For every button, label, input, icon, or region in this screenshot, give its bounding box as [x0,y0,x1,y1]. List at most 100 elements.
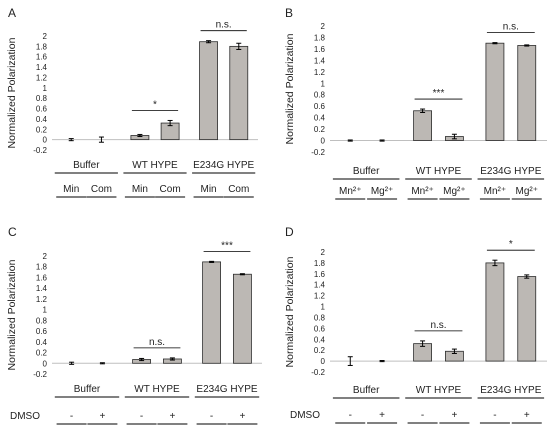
panel-A: A Normalized Polarization -0.20 0.20.40.6 0.… [6,6,258,197]
y-tick-label: 1.4 [36,63,48,72]
y-tick-label: 1.4 [314,281,326,290]
sub-label: Mn²⁺ [484,186,507,197]
y-tick-label: 1.4 [314,56,326,65]
y-tick-label: 1.2 [314,68,326,77]
y-tick-label: 0.4 [314,114,326,123]
sub-label: + [451,410,457,421]
y-tick-label: 1.2 [36,73,48,82]
y-tick-label: 1.6 [36,53,48,62]
group-label: WT HYPE [416,385,462,396]
group-label: Buffer [73,160,100,171]
panel-letter: C [8,225,17,239]
y-tick-label: 0 [321,137,326,146]
y-tick-label: 1.4 [36,284,48,293]
y-tick-label: 1.6 [314,270,326,279]
group-label: WT HYPE [416,166,462,177]
sub-label: Min [63,184,79,195]
group-label: E234G HYPE [480,385,541,396]
y-tick-label: 1.2 [314,292,326,301]
y-tick-label: 0.8 [314,313,326,322]
sub-label: + [524,410,530,421]
y-tick-label: 1.8 [36,42,48,51]
y-tick-label: 0 [321,357,326,366]
bar [518,277,536,362]
bar [414,111,432,141]
x-prefix-label: DMSO [10,411,40,422]
panel-D: D Normalized Polarization -0.2 0 0.2 0.4 0.6 0.… [284,225,547,423]
y-tick-label: -0.2 [33,370,47,379]
significance-label: *** [433,88,445,99]
y-tick-label: 0 [43,359,48,368]
bar [200,42,218,140]
y-tick-label: 2 [43,252,48,261]
sub-label: - [493,410,496,421]
group-label: E234G HYPE [193,160,254,171]
y-tick-label: 0.2 [36,349,48,358]
panel-letter: B [285,6,293,20]
group-label: Buffer [353,166,380,177]
y-tick-label: 1 [43,306,48,315]
bar [518,45,536,140]
sub-label: - [70,411,73,422]
group-label: Buffer [74,384,101,395]
y-tick-label: -0.2 [311,368,325,377]
y-axis-label: Normalized Polarization [6,37,18,148]
sub-label: Com [160,184,181,195]
y-tick-label: 1 [43,84,48,93]
y-tick-label: 0.2 [36,125,48,134]
significance-label: n.s. [216,20,232,31]
y-axis-label: Normalized Polarization [284,33,296,144]
significance-label: * [153,99,157,110]
panel-B: B Normalized Polarization -0.2 0 0.2 0.4 0.6 0.… [284,6,547,199]
y-tick-label: 1 [321,79,326,88]
significance-label: * [509,239,513,250]
y-tick-label: 0.2 [314,125,326,134]
bar [233,274,251,363]
sub-label: Min [132,184,148,195]
y-tick-label: 0.6 [36,327,48,336]
bar [203,262,221,363]
y-axis-label: Normalized Polarization [284,256,296,367]
y-tick-label: 1 [321,303,326,312]
y-tick-label: 2 [321,248,326,257]
sub-label: - [210,411,213,422]
y-tick-label: 2 [43,32,48,41]
y-tick-label: 1.8 [36,263,48,272]
sub-label: + [239,411,245,422]
group-label: WT HYPE [134,384,180,395]
sub-label: - [421,410,424,421]
y-tick-label: 0.4 [314,335,326,344]
x-prefix-label: DMSO [290,410,320,421]
sub-label: - [349,410,352,421]
sub-label: + [99,411,105,422]
y-tick-label: 1.2 [36,295,48,304]
group-label: E234G HYPE [480,166,541,177]
panel-C: C Normalized Polarization -0.2 00.2 0.4 0.6 0.… [6,225,262,424]
sub-label: Mg²⁺ [371,186,394,197]
sub-label: Mn²⁺ [339,186,362,197]
y-tick-label: 1.6 [314,45,326,54]
sub-label: Mn²⁺ [411,186,434,197]
significance-label: *** [221,240,233,251]
sub-label: Mg²⁺ [515,186,538,197]
significance-label: n.s. [149,337,165,348]
sub-label: Min [200,184,216,195]
y-tick-label: 0.6 [36,105,48,114]
y-tick-label: 1.8 [314,33,326,42]
group-label: E234G HYPE [196,384,257,395]
y-tick-label: -0.2 [33,146,47,155]
y-tick-label: 0.8 [314,91,326,100]
y-tick-label: 2 [321,22,326,31]
bar [230,46,248,139]
y-tick-label: 0.4 [36,338,48,347]
y-tick-label: 0.6 [314,324,326,333]
bar [486,43,504,140]
y-tick-label: 0 [43,136,48,145]
sub-label: - [140,411,143,422]
y-axis-label: Normalized Polarization [6,259,18,370]
y-tick-label: 0.8 [36,316,48,325]
y-tick-label: 0.2 [314,346,326,355]
y-tick-label: 1.8 [314,259,326,268]
group-label: WT HYPE [132,160,178,171]
